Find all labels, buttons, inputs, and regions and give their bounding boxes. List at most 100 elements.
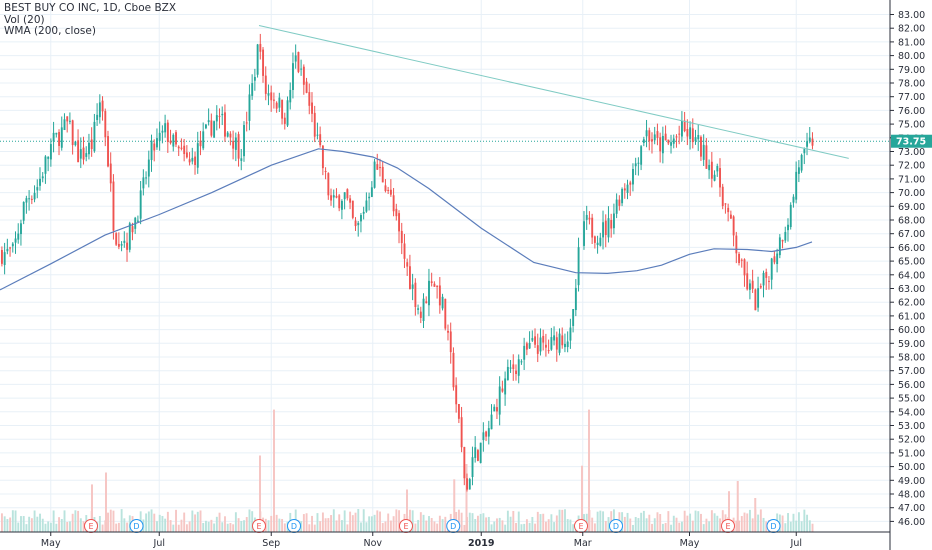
volume-spike-bar — [453, 479, 456, 532]
volume-bar — [740, 516, 743, 532]
trendline — [258, 24, 849, 159]
candle-body — [69, 120, 71, 122]
candle-body — [183, 145, 186, 155]
volume-bar — [661, 523, 664, 532]
price-tick-label: 68.00 — [898, 216, 925, 227]
price-tick-label: 59.00 — [898, 339, 925, 350]
candle-body — [441, 296, 444, 309]
dividend-marker[interactable]: D — [609, 519, 623, 533]
candle-body — [604, 220, 607, 235]
candle-body — [743, 259, 746, 276]
volume-bar — [411, 510, 414, 532]
volume-bar — [395, 509, 398, 532]
price-tick-label: 50.00 — [898, 462, 925, 473]
dividend-marker[interactable]: D — [766, 519, 781, 533]
earnings-marker[interactable]: E — [84, 519, 98, 533]
volume-bar — [199, 510, 202, 532]
volume-bar — [504, 524, 507, 532]
candle-body — [577, 247, 580, 286]
candle-body — [166, 122, 169, 142]
volume-bar — [308, 524, 311, 532]
candle-body — [661, 135, 664, 154]
candle-body — [517, 359, 520, 376]
volume-bar — [564, 509, 566, 532]
candle-body — [71, 120, 74, 146]
candle-body — [243, 125, 245, 157]
volume-indicator-label[interactable]: Vol (20) — [4, 13, 45, 26]
candle-body — [376, 164, 379, 170]
volume-bar — [354, 512, 357, 532]
earnings-marker[interactable]: E — [574, 519, 588, 533]
price-axis[interactable]: 46.00 47.00 48.00 49.00 50.00 51.00 52.00 53.00… — [889, 0, 925, 550]
candle-body — [33, 192, 36, 200]
candle-body — [637, 162, 640, 164]
candle-body — [414, 282, 417, 307]
candle-body — [248, 94, 251, 121]
volume-bar — [800, 521, 803, 532]
candle-body — [749, 283, 751, 290]
candle-body — [618, 199, 621, 206]
volume-bar — [335, 520, 338, 532]
candle-body — [389, 189, 392, 195]
candle-body — [506, 366, 509, 381]
candle-body — [411, 284, 414, 289]
time-axis[interactable]: May Jul Sep Nov 2019 Mar May Jul — [0, 531, 890, 549]
candle-body — [487, 428, 490, 437]
dividend-marker[interactable]: D — [287, 519, 301, 533]
candle-body — [477, 450, 479, 461]
price-tick-label: 49.00 — [898, 476, 925, 487]
volume-bar — [721, 510, 724, 532]
earnings-marker[interactable]: E — [252, 519, 266, 533]
volume-bar — [213, 523, 216, 532]
candle-body — [300, 68, 303, 70]
dividend-marker[interactable]: D — [129, 519, 144, 533]
candle-body — [311, 102, 313, 114]
volume-bar — [542, 513, 545, 532]
symbol-title[interactable]: BEST BUY CO INC, 1D, Cboe BZX — [4, 2, 177, 14]
candle-body — [781, 240, 784, 242]
candle-body — [207, 120, 210, 123]
volume-bar — [765, 521, 768, 532]
price-tick-label: 63.00 — [898, 284, 925, 295]
candle-body — [251, 83, 254, 96]
dividend-marker[interactable]: D — [446, 519, 461, 533]
volume-bar — [746, 513, 749, 532]
volume-spike-bar — [105, 472, 107, 532]
candle-body — [101, 100, 104, 112]
volume-bar — [6, 519, 9, 532]
candle-body — [765, 271, 768, 278]
volume-bar — [490, 524, 493, 532]
volume-bar — [678, 522, 681, 532]
wma-indicator-label[interactable]: WMA (200, close) — [4, 25, 96, 37]
earnings-marker[interactable]: E — [721, 519, 735, 533]
volume-bar — [332, 509, 335, 532]
candle-body — [572, 309, 575, 326]
candle-body — [697, 134, 700, 140]
volume-bar — [3, 516, 6, 532]
candle-body — [153, 143, 156, 151]
candle-body — [139, 190, 142, 219]
candle-body — [792, 196, 795, 203]
volume-bar — [365, 522, 368, 532]
candle-body — [117, 243, 120, 247]
volume-bar — [759, 509, 762, 532]
candle-body — [588, 217, 591, 220]
price-tick-label: 71.00 — [898, 174, 925, 185]
candle-body — [525, 343, 528, 350]
volume-bar — [436, 523, 439, 532]
volume-bar — [651, 523, 653, 532]
earnings-marker[interactable]: E — [399, 519, 413, 533]
candle-body — [455, 385, 458, 405]
candle-body — [259, 43, 262, 52]
candle-body — [191, 157, 194, 162]
time-tick-label: Sep — [262, 538, 280, 549]
volume-bar — [128, 515, 131, 532]
volume-bar — [623, 516, 626, 532]
volume-bar — [316, 513, 319, 532]
volume-bar — [441, 519, 444, 532]
candle-body — [104, 111, 107, 138]
dividend-marker-label: D — [291, 522, 297, 531]
volume-spike-bar — [273, 409, 275, 532]
event-markers[interactable]: E E E E ED D D D D — [84, 519, 781, 533]
